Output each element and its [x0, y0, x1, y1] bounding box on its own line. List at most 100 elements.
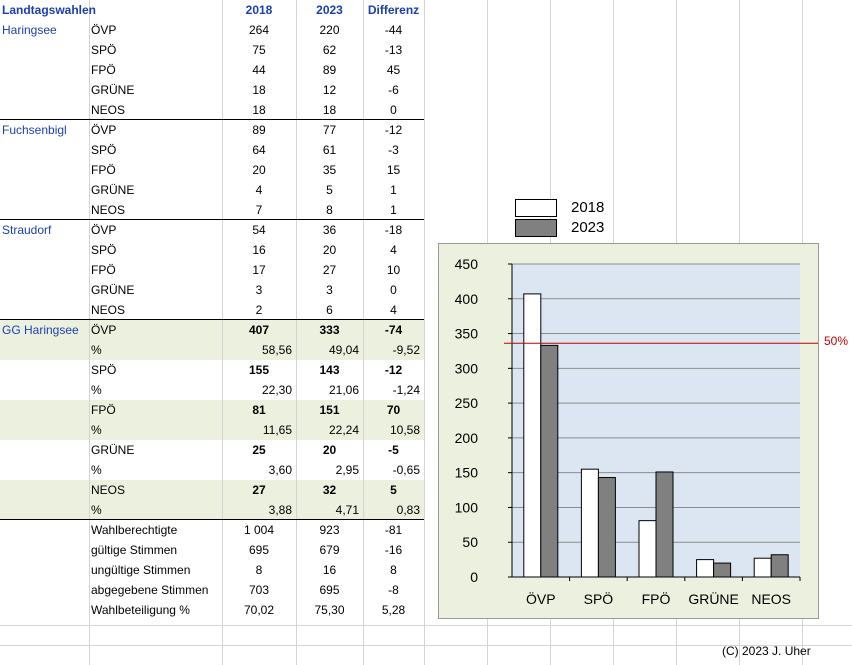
party-cell[interactable]: NEOS	[91, 103, 126, 117]
party-cell[interactable]: ÖVP	[91, 23, 117, 37]
percent-2018[interactable]: 58,56	[261, 343, 292, 357]
value-2023[interactable]: 12	[322, 83, 337, 97]
stat-label[interactable]: ungültige Stimmen	[91, 563, 191, 577]
value-difference[interactable]: -74	[384, 323, 403, 337]
party-cell[interactable]: GRÜNE	[91, 283, 135, 297]
stat-2023[interactable]: 923	[319, 523, 340, 537]
bar-chart[interactable]: 0 50 100 150 200 250 300 350 400 450 ÖVP SPÖ FPÖ GRÜN…	[438, 243, 819, 619]
value-2023[interactable]: 89	[322, 63, 337, 77]
percent-difference[interactable]: 10,58	[389, 423, 420, 437]
value-2018[interactable]: 44	[252, 63, 266, 77]
percent-2018[interactable]: 22,30	[261, 383, 292, 397]
value-difference[interactable]: -6	[388, 83, 399, 97]
value-difference[interactable]: -13	[384, 43, 403, 57]
header-2018[interactable]: 2018	[245, 3, 273, 17]
percent-label[interactable]: %	[91, 423, 102, 437]
value-2023[interactable]: 143	[319, 363, 340, 377]
stat-difference[interactable]: 5,28	[381, 603, 406, 617]
stat-2018[interactable]: 70,02	[243, 603, 275, 617]
value-difference[interactable]: 4	[390, 243, 397, 257]
percent-label[interactable]: %	[91, 503, 102, 517]
section-name[interactable]: GG Haringsee	[2, 323, 79, 337]
value-2018[interactable]: 75	[252, 43, 266, 57]
value-difference[interactable]: 0	[390, 103, 397, 117]
stat-2023[interactable]: 16	[322, 563, 337, 577]
party-cell[interactable]: ÖVP	[91, 323, 117, 337]
value-2023[interactable]: 62	[322, 43, 337, 57]
value-2018[interactable]: 2	[255, 303, 263, 317]
value-difference[interactable]: 5	[390, 483, 397, 497]
value-2018[interactable]: 155	[248, 363, 270, 377]
percent-2023[interactable]: 21,06	[328, 383, 359, 397]
percent-2018[interactable]: 3,60	[268, 463, 292, 477]
percent-2023[interactable]: 22,24	[328, 423, 359, 437]
stat-label[interactable]: Wahlbeteiligung %	[91, 603, 190, 617]
percent-difference[interactable]: -1,24	[392, 383, 420, 397]
value-2018[interactable]: 264	[248, 23, 270, 37]
stat-difference[interactable]: -16	[384, 543, 403, 557]
stat-2023[interactable]: 75,30	[314, 603, 345, 617]
party-cell[interactable]: NEOS	[91, 483, 126, 497]
value-difference[interactable]: -5	[388, 443, 399, 457]
value-2018[interactable]: 89	[252, 123, 266, 137]
header-title[interactable]: Landtagswahlen	[2, 3, 97, 17]
stat-2018[interactable]: 1 004	[243, 523, 275, 537]
percent-difference[interactable]: -9,52	[392, 343, 420, 357]
header-difference[interactable]: Differenz	[367, 3, 420, 17]
value-2018[interactable]: 27	[252, 483, 266, 497]
percent-2023[interactable]: 49,04	[328, 343, 359, 357]
value-2023[interactable]: 5	[326, 183, 333, 197]
value-2023[interactable]: 20	[322, 443, 337, 457]
value-difference[interactable]: -12	[384, 123, 403, 137]
value-difference[interactable]: 1	[390, 203, 397, 217]
value-2018[interactable]: 54	[252, 223, 266, 237]
stat-difference[interactable]: 8	[390, 563, 397, 577]
value-2018[interactable]: 18	[252, 103, 266, 117]
party-cell[interactable]: FPÖ	[91, 263, 116, 277]
value-2023[interactable]: 35	[322, 163, 337, 177]
value-difference[interactable]: 10	[386, 263, 401, 277]
value-2018[interactable]: 64	[252, 143, 266, 157]
value-2018[interactable]: 16	[252, 243, 266, 257]
stat-difference[interactable]: -8	[388, 583, 399, 597]
value-2023[interactable]: 61	[322, 143, 337, 157]
value-2023[interactable]: 36	[322, 223, 337, 237]
stat-2023[interactable]: 695	[319, 583, 340, 597]
percent-2018[interactable]: 11,65	[262, 423, 292, 437]
value-2023[interactable]: 8	[326, 203, 333, 217]
value-2023[interactable]: 6	[326, 303, 333, 317]
value-difference[interactable]: -3	[388, 143, 399, 157]
value-2018[interactable]: 20	[252, 163, 266, 177]
stat-2018[interactable]: 8	[255, 563, 263, 577]
section-name[interactable]: Straudorf	[2, 223, 52, 237]
value-difference[interactable]: -44	[384, 23, 403, 37]
stat-2018[interactable]: 695	[248, 543, 270, 557]
header-2023[interactable]: 2023	[316, 3, 343, 17]
party-cell[interactable]: NEOS	[91, 303, 126, 317]
value-2023[interactable]: 333	[319, 323, 340, 337]
percent-difference[interactable]: -0,65	[392, 463, 420, 477]
value-2023[interactable]: 220	[319, 23, 340, 37]
value-2023[interactable]: 18	[322, 103, 337, 117]
value-difference[interactable]: 0	[390, 283, 397, 297]
party-cell[interactable]: GRÜNE	[91, 183, 135, 197]
value-2018[interactable]: 407	[248, 323, 270, 337]
value-difference[interactable]: 45	[386, 63, 401, 77]
party-cell[interactable]: NEOS	[91, 203, 126, 217]
value-2023[interactable]: 32	[322, 483, 337, 497]
percent-label[interactable]: %	[91, 463, 102, 477]
party-cell[interactable]: GRÜNE	[91, 443, 135, 457]
percent-2023[interactable]: 4,71	[335, 503, 359, 517]
section-name[interactable]: Fuchsenbigl	[2, 123, 67, 137]
value-2018[interactable]: 4	[255, 183, 263, 197]
party-cell[interactable]: FPÖ	[91, 403, 116, 417]
value-2018[interactable]: 25	[252, 443, 266, 457]
value-difference[interactable]: 1	[390, 183, 397, 197]
value-2018[interactable]: 18	[252, 83, 266, 97]
percent-label[interactable]: %	[91, 383, 102, 397]
party-cell[interactable]: SPÖ	[91, 43, 117, 57]
value-2023[interactable]: 27	[322, 263, 337, 277]
percent-difference[interactable]: 0,83	[396, 503, 420, 517]
value-2023[interactable]: 151	[319, 403, 340, 417]
value-2018[interactable]: 81	[252, 403, 266, 417]
